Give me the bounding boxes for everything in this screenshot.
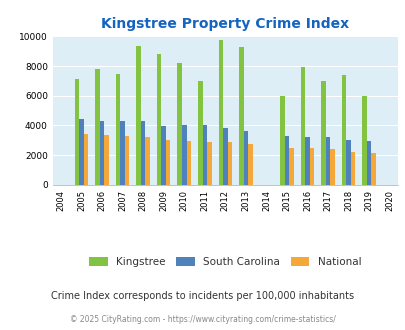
Bar: [166, 140, 170, 185]
Bar: [350, 152, 354, 185]
Bar: [300, 68, 305, 185]
Bar: [100, 121, 104, 185]
Bar: [325, 137, 330, 185]
Bar: [95, 69, 100, 185]
Bar: [243, 131, 247, 185]
Title: Kingstree Property Crime Index: Kingstree Property Crime Index: [101, 17, 349, 31]
Bar: [227, 143, 232, 185]
Bar: [145, 137, 149, 185]
Bar: [115, 74, 120, 185]
Bar: [207, 142, 211, 185]
Bar: [186, 141, 191, 185]
Bar: [361, 96, 366, 185]
Bar: [309, 148, 313, 185]
Bar: [345, 140, 350, 185]
Bar: [104, 135, 109, 185]
Legend: Kingstree, South Carolina, National: Kingstree, South Carolina, National: [85, 252, 365, 271]
Bar: [218, 40, 222, 185]
Bar: [330, 149, 334, 185]
Bar: [305, 137, 309, 185]
Bar: [157, 54, 161, 185]
Text: Crime Index corresponds to incidents per 100,000 inhabitants: Crime Index corresponds to incidents per…: [51, 291, 354, 301]
Bar: [83, 134, 88, 185]
Bar: [288, 148, 293, 185]
Bar: [247, 144, 252, 185]
Bar: [222, 128, 227, 185]
Bar: [120, 121, 125, 185]
Bar: [79, 119, 83, 185]
Bar: [341, 75, 345, 185]
Bar: [284, 136, 288, 185]
Bar: [198, 81, 202, 185]
Bar: [136, 46, 141, 185]
Text: © 2025 CityRating.com - https://www.cityrating.com/crime-statistics/: © 2025 CityRating.com - https://www.city…: [70, 315, 335, 324]
Bar: [177, 63, 181, 185]
Bar: [141, 121, 145, 185]
Bar: [279, 96, 284, 185]
Bar: [366, 141, 371, 185]
Bar: [75, 80, 79, 185]
Bar: [320, 81, 325, 185]
Bar: [161, 126, 166, 185]
Bar: [239, 47, 243, 185]
Bar: [371, 153, 375, 185]
Bar: [181, 125, 186, 185]
Bar: [202, 125, 207, 185]
Bar: [125, 136, 129, 185]
